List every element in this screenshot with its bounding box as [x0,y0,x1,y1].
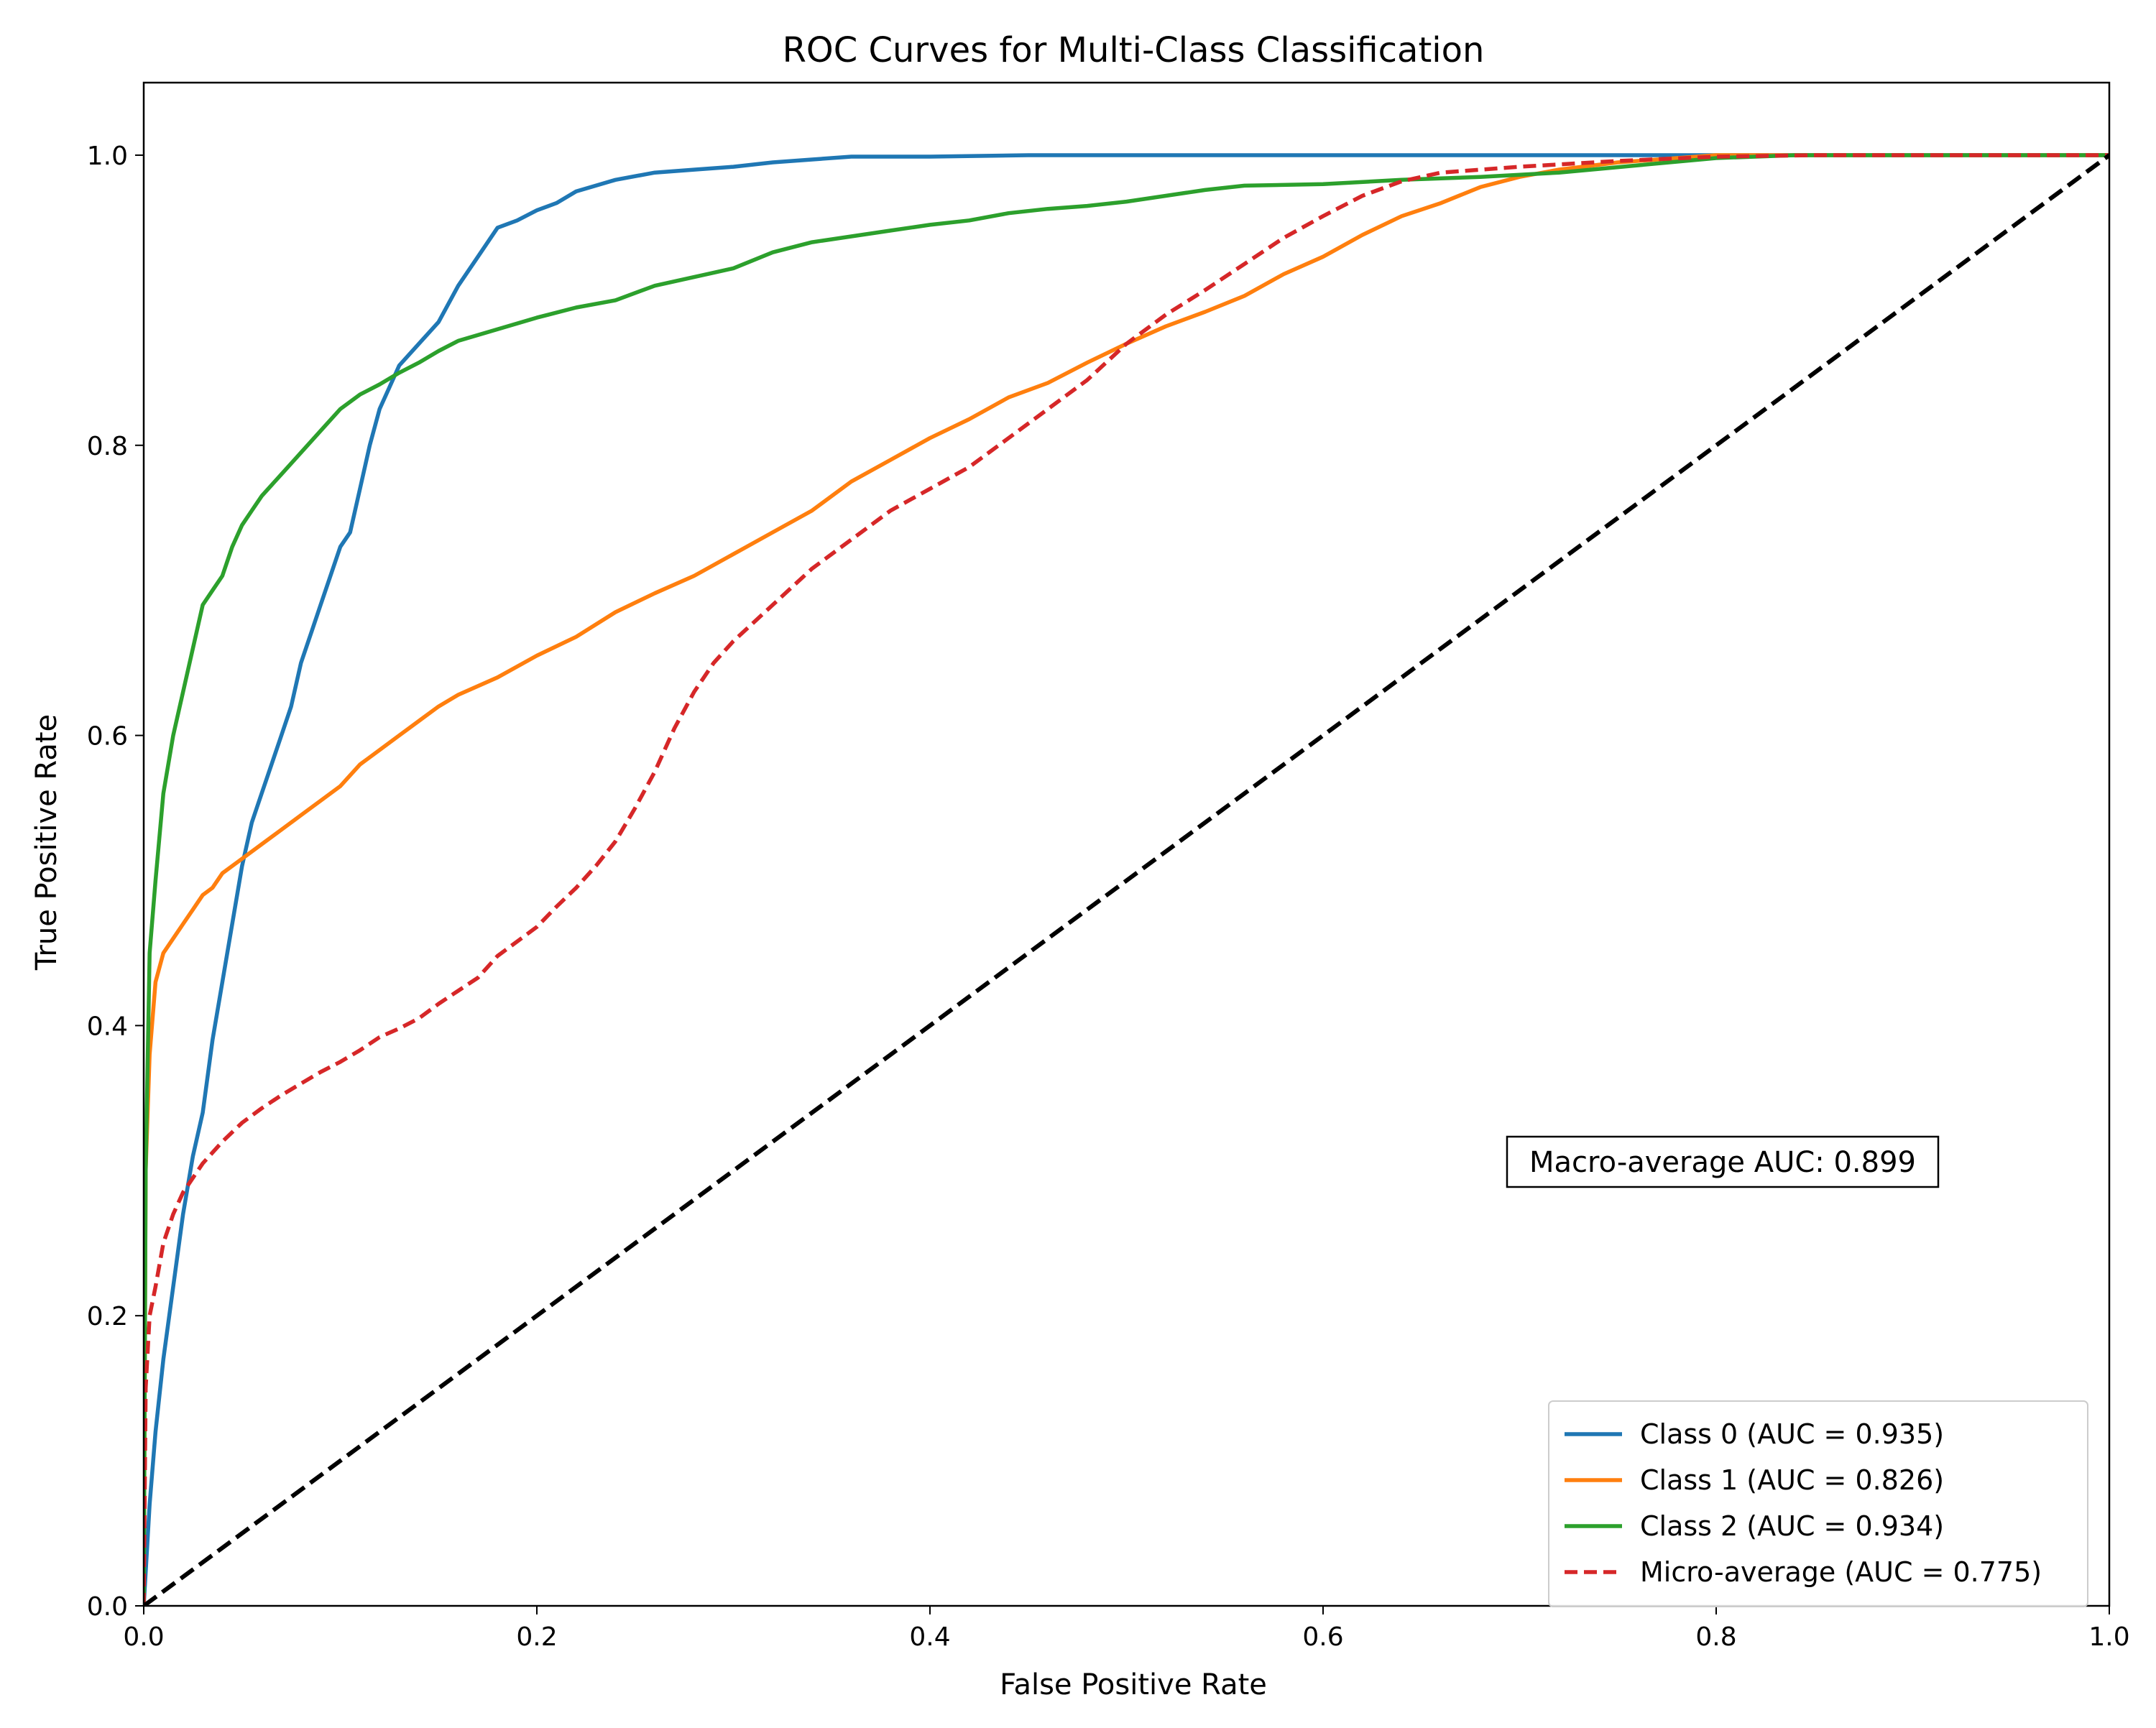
series-group [144,153,2109,1606]
annotation-box [1506,1135,1940,1188]
legend: Class 0 (AUC = 0.935) Class 1 (AUC = 0.82… [1548,1400,2088,1607]
y-tick-label: 0.8 [87,432,128,461]
annotation-text: Macro-average AUC: 0.899 [1529,1146,1916,1179]
legend-box [1548,1400,2088,1607]
axes-frame [142,81,2111,1607]
legend-entry: Class 1 (AUC = 0.826) [1640,1464,1944,1496]
x-axis-label: False Positive Rate [1000,1668,1267,1701]
x-tick-label: 0.4 [909,1622,950,1652]
y-tick-label: 0.0 [87,1592,128,1622]
plot-area: 0.0 0.2 0.4 0.6 0.8 1.0 0.0 0.2 0.4 0.6 0.8 1.0 [87,81,2130,1652]
series-line-1 [144,153,2109,1606]
x-tick-label: 0.6 [1302,1622,1343,1652]
legend-entry: Micro-average (AUC = 0.775) [1640,1556,2042,1588]
chart-title: ROC Curves for Multi-Class Classificatio… [783,30,1485,70]
x-tick-label: 1.0 [2088,1622,2129,1652]
y-tick-label: 0.6 [87,722,128,752]
series-line-2 [144,153,2109,1606]
legend-entry: Class 0 (AUC = 0.935) [1640,1418,1944,1450]
y-axis-label: True Positive Rate [30,714,63,971]
x-tick-label: 0.2 [516,1622,557,1652]
legend-entry: Class 2 (AUC = 0.934) [1640,1510,1944,1542]
chance-diagonal-line [144,153,2109,1606]
series-line-3 [144,153,2109,1606]
x-tick-label: 0.0 [123,1622,164,1652]
x-tick-label: 0.8 [1695,1622,1736,1652]
series-line-0 [144,153,2109,1606]
y-tick-label: 0.4 [87,1012,128,1041]
y-tick-label: 1.0 [87,142,128,171]
y-tick-label: 0.2 [87,1302,128,1331]
